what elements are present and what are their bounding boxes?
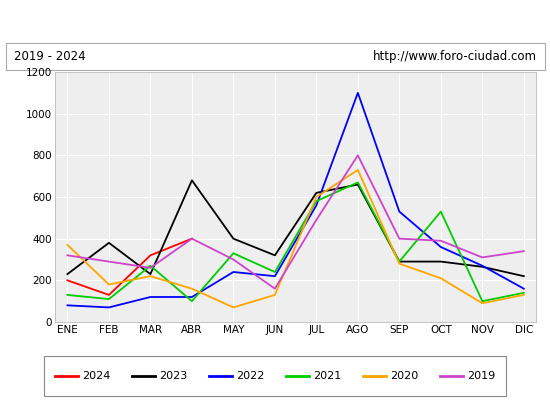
2021 [147, 263, 153, 268]
2019 [147, 266, 153, 270]
2021 [189, 299, 195, 304]
2020 [230, 305, 236, 310]
2020 [313, 194, 320, 199]
Line: 2024: 2024 [68, 239, 192, 295]
2024 [189, 236, 195, 241]
2022 [520, 286, 527, 291]
2020 [147, 274, 153, 278]
2021 [396, 259, 403, 264]
2020 [438, 276, 444, 281]
2019 [64, 253, 71, 258]
2019 [230, 257, 236, 262]
2020 [479, 301, 486, 306]
2021 [479, 299, 486, 304]
Line: 2023: 2023 [68, 180, 524, 276]
Text: 2019: 2019 [468, 371, 496, 381]
Text: 2019 - 2024: 2019 - 2024 [14, 50, 85, 63]
2019 [189, 236, 195, 241]
2022 [438, 244, 444, 250]
2023 [438, 259, 444, 264]
2020 [396, 261, 403, 266]
2021 [313, 199, 320, 204]
Text: http://www.foro-ciudad.com: http://www.foro-ciudad.com [372, 50, 536, 63]
Line: 2020: 2020 [68, 170, 524, 308]
2022 [479, 263, 486, 268]
2020 [64, 242, 71, 247]
2022 [189, 294, 195, 299]
2023 [64, 272, 71, 276]
2022 [147, 294, 153, 299]
2022 [272, 274, 278, 278]
2022 [64, 303, 71, 308]
2024 [106, 292, 112, 297]
2020 [520, 292, 527, 297]
2019 [355, 153, 361, 158]
2019 [479, 255, 486, 260]
2021 [64, 292, 71, 297]
2021 [272, 270, 278, 274]
2019 [396, 236, 403, 241]
2023 [147, 272, 153, 276]
FancyBboxPatch shape [44, 356, 506, 396]
2021 [438, 209, 444, 214]
2021 [355, 180, 361, 185]
2023 [313, 190, 320, 195]
Text: 2021: 2021 [314, 371, 342, 381]
2023 [355, 182, 361, 187]
2023 [272, 253, 278, 258]
2024 [64, 278, 71, 283]
Text: Evolucion Nº Turistas Nacionales en el municipio de Villar del Buey: Evolucion Nº Turistas Nacionales en el m… [31, 14, 519, 28]
Line: 2021: 2021 [68, 182, 524, 301]
2022 [230, 270, 236, 274]
2022 [396, 209, 403, 214]
2020 [272, 292, 278, 297]
2023 [230, 236, 236, 241]
2022 [313, 203, 320, 208]
2022 [355, 90, 361, 95]
Line: 2022: 2022 [68, 93, 524, 308]
2020 [106, 282, 112, 287]
2019 [272, 286, 278, 291]
2019 [106, 259, 112, 264]
Text: 2020: 2020 [390, 371, 419, 381]
2021 [106, 297, 112, 302]
2023 [396, 259, 403, 264]
2021 [520, 290, 527, 295]
Line: 2019: 2019 [68, 155, 524, 289]
Text: 2024: 2024 [82, 371, 111, 381]
2021 [230, 251, 236, 256]
2024 [147, 253, 153, 258]
2023 [106, 240, 112, 245]
2023 [189, 178, 195, 183]
2023 [479, 264, 486, 269]
Text: 2023: 2023 [160, 371, 188, 381]
2022 [106, 305, 112, 310]
2020 [355, 168, 361, 172]
2020 [189, 286, 195, 291]
2019 [438, 238, 444, 243]
2023 [520, 274, 527, 278]
2019 [520, 249, 527, 254]
2019 [313, 218, 320, 222]
Text: 2022: 2022 [236, 371, 265, 381]
